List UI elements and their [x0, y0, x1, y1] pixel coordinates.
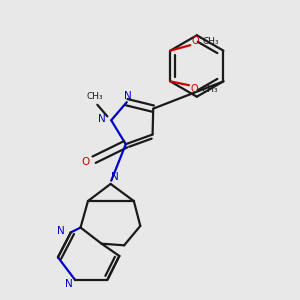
Text: O: O: [191, 36, 199, 46]
Text: N: N: [98, 114, 106, 124]
Text: CH₃: CH₃: [202, 85, 218, 94]
Text: O: O: [190, 84, 198, 94]
Text: O: O: [81, 157, 89, 166]
Text: N: N: [111, 172, 118, 182]
Text: N: N: [65, 279, 73, 290]
Text: N: N: [57, 226, 65, 236]
Text: CH₃: CH₃: [203, 37, 220, 46]
Text: CH₃: CH₃: [86, 92, 103, 101]
Text: N: N: [124, 92, 132, 101]
